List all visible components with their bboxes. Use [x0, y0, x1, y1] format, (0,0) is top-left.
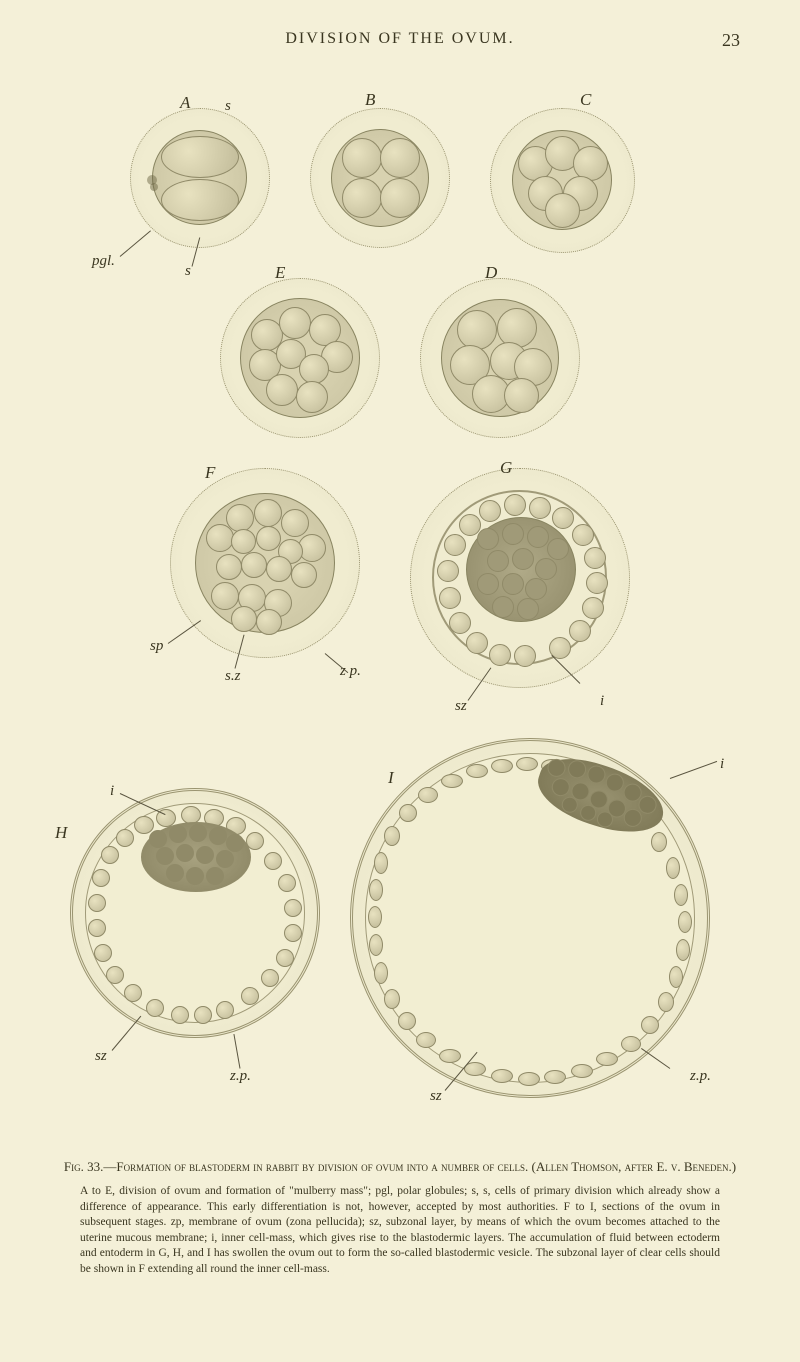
label-sz-G: sz [455, 698, 467, 715]
label-F: F [205, 463, 215, 483]
label-H: H [55, 823, 67, 843]
label-E: E [275, 263, 285, 283]
label-i-I: i [720, 756, 724, 773]
label-zp-I: z.p. [690, 1068, 711, 1085]
label-s-A: s [185, 263, 191, 280]
label-zp-F: z p. [340, 663, 361, 680]
caption-title-text: —Formation of blastoderm in rabbit by di… [103, 1159, 528, 1174]
diagram-I [350, 738, 710, 1098]
label-C: C [580, 90, 591, 110]
label-I: I [388, 768, 394, 788]
diagram-E [220, 278, 380, 438]
label-G: G [500, 458, 512, 478]
label-A: A [180, 93, 190, 113]
page-title: DIVISION OF THE OVUM. [285, 30, 514, 48]
fig-number: Fig. 33. [64, 1159, 103, 1174]
label-sp-F: sp [150, 638, 163, 655]
caption-body: A to E, division of ovum and formation o… [50, 1184, 750, 1277]
diagram-H [70, 788, 320, 1038]
diagram-F [170, 468, 360, 658]
figure-caption: Fig. 33.—Formation of blastoderm in rabb… [50, 1158, 750, 1277]
diagram-G [410, 468, 630, 688]
diagram-D [420, 278, 580, 438]
page-number: 23 [722, 30, 740, 51]
caption-title: Fig. 33.—Formation of blastoderm in rabb… [50, 1158, 750, 1176]
label-pgl: pgl. [92, 253, 115, 270]
label-zp-H: z.p. [230, 1068, 251, 1085]
label-D: D [485, 263, 497, 283]
label-B: B [365, 90, 375, 110]
figure-33: A pgl. s s B C [50, 68, 750, 1148]
label-sz-H: sz [95, 1048, 107, 1065]
diagram-C [490, 108, 635, 253]
label-s-A2: s [225, 98, 231, 115]
caption-attribution: (Allen Thomson, after E. v. Beneden.) [532, 1159, 737, 1174]
label-i-G: i [600, 693, 604, 710]
label-sz-I: sz [430, 1088, 442, 1105]
diagram-B [310, 108, 450, 248]
label-sz-F: s.z [225, 668, 240, 685]
page-header: DIVISION OF THE OVUM. 23 [50, 30, 750, 48]
diagram-A [130, 108, 270, 248]
label-i-H: i [110, 783, 114, 800]
